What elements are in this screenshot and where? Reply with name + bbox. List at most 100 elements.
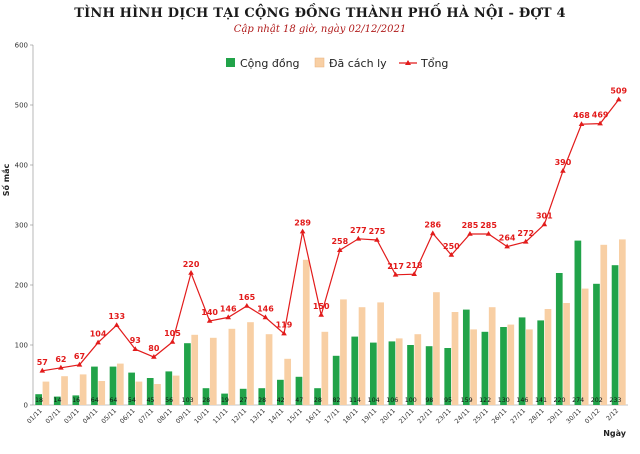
x-tick-label: 10/11 [193, 407, 211, 425]
total-marker [504, 243, 510, 249]
total-value-label: 217 [387, 262, 404, 271]
legend-label-cong-dong: Cộng đồng [240, 57, 300, 70]
bar-da-cach-ly [377, 302, 384, 405]
bar-cong-dong [388, 341, 396, 405]
grid-layer: 0 100 200 300 400 500 600 [15, 42, 628, 410]
total-marker [541, 221, 548, 227]
total-value-label: 264 [499, 234, 516, 243]
bar-value-label: 42 [277, 397, 285, 404]
x-tick-label: 02/11 [45, 407, 63, 425]
bar-value-label: 146 [516, 397, 528, 404]
bar-value-label: 141 [535, 397, 547, 404]
x-tick-label: 29/11 [547, 407, 565, 425]
bar-cong-dong [444, 348, 452, 405]
bar-value-label: 274 [572, 397, 584, 404]
bar-value-label: 98 [425, 397, 433, 404]
total-value-label: 301 [536, 211, 553, 220]
total-marker [95, 339, 101, 345]
bar-value-label: 28 [202, 397, 210, 404]
total-marker [188, 270, 194, 275]
total-marker [225, 314, 232, 320]
bar-value-label: 159 [461, 397, 473, 404]
bar-cong-dong [537, 320, 545, 405]
bar-cong-dong [481, 331, 489, 405]
bar-da-cach-ly [284, 358, 292, 405]
bar-da-cach-ly [600, 244, 608, 405]
total-value-label: 80 [148, 344, 160, 353]
bar-da-cach-ly [61, 376, 68, 405]
bar-da-cach-ly [116, 363, 124, 405]
chart-title: TÌNH HÌNH DỊCH TẠI CỘNG ĐỒNG THÀNH PHỐ H… [74, 6, 566, 21]
x-tick-label: 26/11 [491, 407, 509, 425]
total-value-label: 250 [443, 242, 460, 251]
bar-da-cach-ly [619, 239, 626, 405]
x-tick-label: 07/11 [137, 407, 155, 425]
bar-da-cach-ly [42, 381, 50, 405]
y-tick-label: 200 [15, 282, 28, 290]
x-tick-label: 18/11 [342, 407, 360, 425]
total-marker [206, 318, 213, 323]
total-marker [336, 247, 343, 252]
bar-layer [35, 239, 626, 405]
total-marker [429, 230, 436, 236]
total-value-label: 93 [130, 336, 141, 345]
bar-value-label: 47 [295, 397, 303, 404]
bar-cong-dong [239, 388, 247, 405]
total-value-label: 165 [238, 293, 255, 302]
x-tick-label: 17/11 [323, 407, 341, 425]
y-tick-label: 500 [15, 102, 28, 110]
bar-da-cach-ly [98, 381, 106, 405]
bar-value-label: 27 [239, 397, 247, 404]
legend-marker-tong [405, 60, 411, 65]
bar-value-label: 18 [35, 397, 43, 404]
bar-cong-dong [72, 395, 80, 405]
bar-value-label: 114 [349, 397, 361, 404]
legend-swatch-da-cach-ly [314, 57, 325, 68]
bar-da-cach-ly [358, 307, 366, 405]
total-value-label: 220 [183, 260, 200, 269]
total-marker [151, 354, 157, 359]
y-tick-label: 400 [15, 162, 28, 170]
total-marker [522, 238, 529, 244]
total-value-label: 258 [331, 237, 348, 246]
x-tick-label: 01/11 [26, 407, 44, 425]
x-tick-label: 09/11 [175, 407, 193, 425]
total-value-label: 390 [555, 158, 572, 167]
bar-cong-dong [91, 366, 98, 405]
chart-subtitle: Cập nhật 18 giờ, ngày 02/12/2021 [233, 24, 407, 35]
bar-cong-dong [407, 345, 414, 405]
bar-da-cach-ly [526, 329, 533, 405]
total-marker [262, 314, 269, 320]
total-value-label: 285 [462, 221, 479, 230]
total-marker [448, 252, 455, 257]
total-value-label: 275 [369, 227, 386, 236]
x-tick-label: 22/11 [416, 407, 434, 425]
x-tick-label: 24/11 [454, 407, 472, 425]
bar-value-label: 104 [368, 397, 380, 404]
bar-value-label: 45 [147, 397, 155, 404]
x-tick-label: 30/11 [565, 407, 583, 425]
bar-cong-dong [146, 378, 154, 405]
total-marker [132, 346, 139, 351]
legend: Cộng đồng Đã cách ly Tổng [226, 57, 448, 70]
x-tick-label: 11/11 [212, 407, 230, 425]
bar-value-label: 130 [498, 397, 510, 404]
total-marker [467, 231, 473, 236]
total-marker [411, 271, 417, 276]
x-tick-label: 16/11 [305, 407, 323, 425]
y-tick-label: 300 [15, 222, 28, 230]
total-marker [318, 312, 325, 317]
total-line [42, 99, 620, 372]
total-value-label: 468 [573, 111, 590, 120]
x-tick-label: 03/11 [63, 407, 81, 425]
bar-cong-dong [351, 336, 359, 405]
x-tick-label: 2/12 [605, 407, 620, 422]
bar-da-cach-ly [340, 299, 347, 405]
total-marker [560, 168, 566, 173]
total-value-label: 146 [257, 304, 274, 313]
bar-da-cach-ly [414, 334, 422, 405]
total-value-label: 286 [424, 220, 441, 229]
x-axis-title: Ngày [603, 429, 627, 438]
total-value-label: 509 [610, 87, 627, 96]
